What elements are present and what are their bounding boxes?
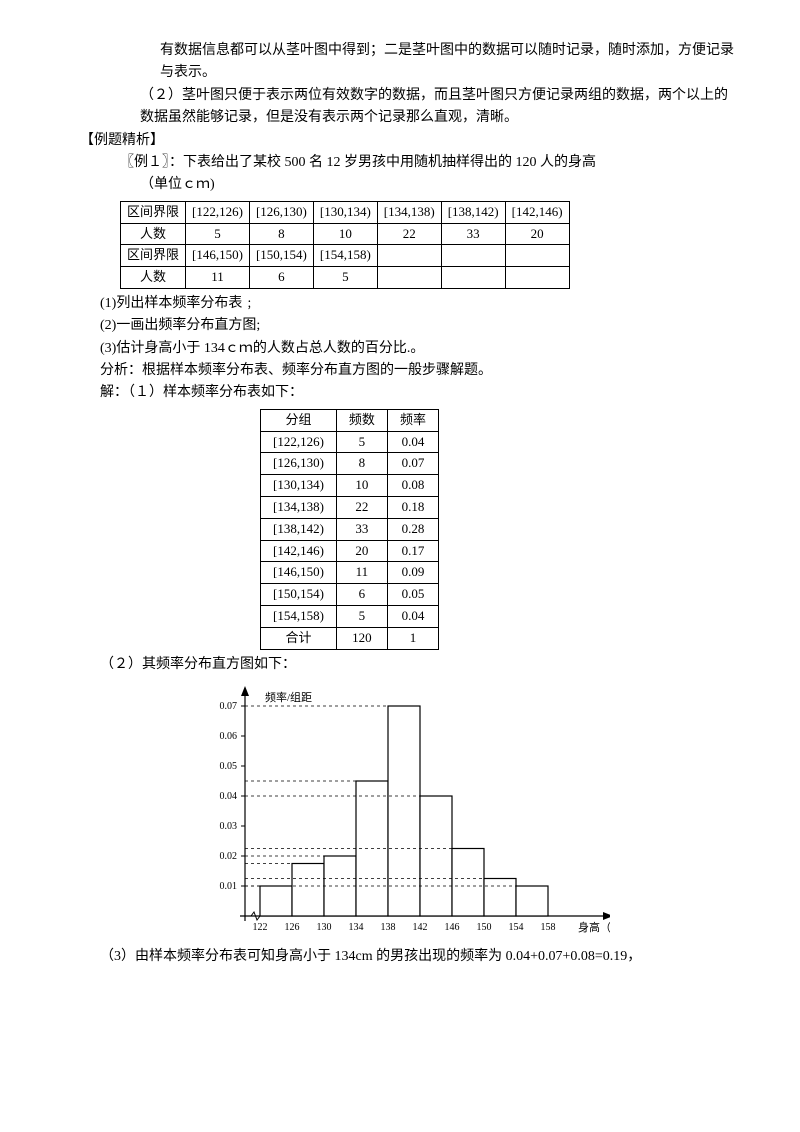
row-header: 人数 xyxy=(121,223,186,245)
table-cell: [130,134) xyxy=(261,475,337,497)
table-cell: 0.18 xyxy=(387,497,438,519)
table-cell: 0.07 xyxy=(387,453,438,475)
table-row: 人数 11 6 5 xyxy=(121,267,570,289)
body-text: （２）茎叶图只便于表示两位有效数字的数据，而且茎叶图只方便记录两组的数据，两个以… xyxy=(60,85,740,130)
table-cell: 6 xyxy=(336,584,387,606)
table-cell: 8 xyxy=(336,453,387,475)
svg-text:134: 134 xyxy=(349,922,364,933)
table-cell: [146,150) xyxy=(261,562,337,584)
table-cell: [134,138) xyxy=(261,497,337,519)
table-cell: 10 xyxy=(336,475,387,497)
solution-2: （２）其频率分布直方图如下： xyxy=(60,654,740,676)
svg-text:0.07: 0.07 xyxy=(220,701,238,712)
svg-text:0.05: 0.05 xyxy=(220,761,238,772)
table-cell: 22 xyxy=(336,497,387,519)
table-cell: [126,130) xyxy=(261,453,337,475)
table-row: 合计1201 xyxy=(261,627,439,649)
table-row: [134,138)220.18 xyxy=(261,497,439,519)
table-cell: 5 xyxy=(336,431,387,453)
unit-text: （单位ｃｍ) xyxy=(60,174,740,196)
table-row: [130,134)100.08 xyxy=(261,475,439,497)
table-row: [150,154)60.05 xyxy=(261,584,439,606)
table-cell: [154,158) xyxy=(261,606,337,628)
table-row: [154,158)50.04 xyxy=(261,606,439,628)
table-cell: 5 xyxy=(336,606,387,628)
svg-text:158: 158 xyxy=(541,922,556,933)
body-text: 有数据信息都可以从茎叶图中得到；二是茎叶图中的数据可以随时记录，随时添加，方便记… xyxy=(60,40,740,85)
table-row: [126,130)80.07 xyxy=(261,453,439,475)
question-2: (2)一画出频率分布直方图; xyxy=(60,315,740,337)
col-header: 频数 xyxy=(336,409,387,431)
svg-text:130: 130 xyxy=(317,922,332,933)
row-header: 区间界限 xyxy=(121,245,186,267)
svg-text:0.03: 0.03 xyxy=(220,821,238,832)
table-row: [122,126)50.04 xyxy=(261,431,439,453)
svg-text:122: 122 xyxy=(253,922,268,933)
table-header-row: 分组 频数 频率 xyxy=(261,409,439,431)
solution-3: （3）由样本频率分布表可知身高小于 134cm 的男孩出现的频率为 0.04+0… xyxy=(60,946,740,968)
svg-text:138: 138 xyxy=(381,922,396,933)
table-row: 人数 5 8 10 22 33 20 xyxy=(121,223,570,245)
question-1: (1)列出样本频率分布表﹔ xyxy=(60,293,740,315)
table-cell: [142,146) xyxy=(261,540,337,562)
svg-text:142: 142 xyxy=(413,922,428,933)
table-row: 区间界限 [146,150) [150,154) [154,158) xyxy=(121,245,570,267)
table-cell: [150,154) xyxy=(261,584,337,606)
table-cell: 33 xyxy=(336,518,387,540)
table-cell: 0.05 xyxy=(387,584,438,606)
svg-text:频率/组距: 频率/组距 xyxy=(265,690,312,704)
table-cell: 0.08 xyxy=(387,475,438,497)
svg-text:身高（cm）: 身高（cm） xyxy=(578,920,610,934)
solution-1: 解：（１）样本频率分布表如下： xyxy=(60,382,740,404)
svg-text:146: 146 xyxy=(445,922,460,933)
table-cell: 20 xyxy=(336,540,387,562)
svg-text:154: 154 xyxy=(509,922,524,933)
table-cell: 合计 xyxy=(261,627,337,649)
svg-text:126: 126 xyxy=(285,922,300,933)
row-header: 人数 xyxy=(121,267,186,289)
svg-text:150: 150 xyxy=(477,922,492,933)
col-header: 分组 xyxy=(261,409,337,431)
table-row: [142,146)200.17 xyxy=(261,540,439,562)
row-header: 区间界限 xyxy=(121,201,186,223)
table-cell: 0.28 xyxy=(387,518,438,540)
histogram-svg: 频率/组距身高（cm） 0.01 0.02 0.03 0.04 0.05 0.06 0.07 1… xyxy=(190,686,610,946)
table-cell: [122,126) xyxy=(261,431,337,453)
example-intro: 〖例１〗：下表给出了某校 500 名 12 岁男孩中用随机抽样得出的 120 人… xyxy=(60,152,740,174)
svg-text:0.04: 0.04 xyxy=(220,791,238,802)
table-cell: 0.04 xyxy=(387,606,438,628)
table-cell: 11 xyxy=(336,562,387,584)
svg-text:0.06: 0.06 xyxy=(220,731,238,742)
interval-table: 区间界限 [122,126) [126,130) [130,134) [134,… xyxy=(120,201,570,289)
table-cell: 1 xyxy=(387,627,438,649)
question-3: (3)估计身高小于 134ｃｍ的人数占总人数的百分比.。 xyxy=(60,338,740,360)
col-header: 频率 xyxy=(387,409,438,431)
histogram-chart: 频率/组距身高（cm） 0.01 0.02 0.03 0.04 0.05 0.06 0.07 1… xyxy=(190,686,740,946)
table-row: [138,142)330.28 xyxy=(261,518,439,540)
table-cell: 0.04 xyxy=(387,431,438,453)
frequency-table: 分组 频数 频率 [122,126)50.04[126,130)80.07[13… xyxy=(260,409,439,650)
table-cell: 0.17 xyxy=(387,540,438,562)
table-cell: [138,142) xyxy=(261,518,337,540)
table-cell: 0.09 xyxy=(387,562,438,584)
table-row: [146,150)110.09 xyxy=(261,562,439,584)
svg-text:0.01: 0.01 xyxy=(220,881,238,892)
analysis-text: 分析：根据样本频率分布表、频率分布直方图的一般步骤解题。 xyxy=(60,360,740,382)
section-title: 【例题精析】 xyxy=(60,130,740,152)
table-row: 区间界限 [122,126) [126,130) [130,134) [134,… xyxy=(121,201,570,223)
svg-text:0.02: 0.02 xyxy=(220,851,238,862)
table-cell: 120 xyxy=(336,627,387,649)
